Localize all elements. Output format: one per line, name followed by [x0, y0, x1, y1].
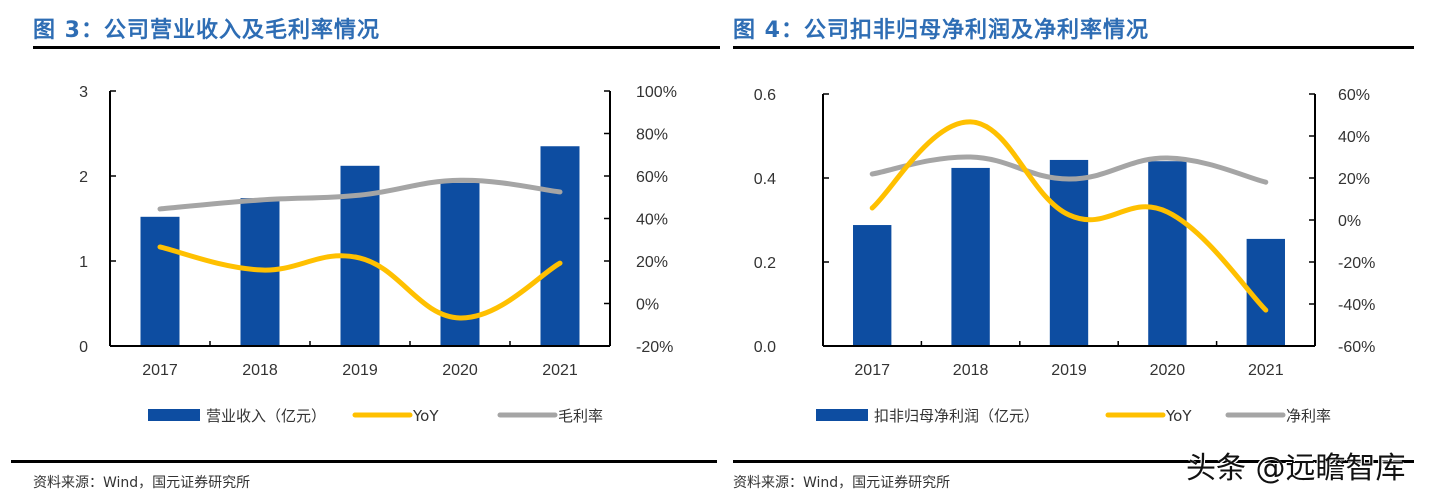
left-tick-label: 0.6 [754, 87, 776, 104]
title-divider [33, 46, 720, 49]
right-tick-label: 0% [1338, 213, 1361, 230]
right-tick-label: 60% [1338, 87, 1370, 104]
x-tick-label: 2018 [242, 362, 278, 379]
legend-label-margin: 毛利率 [558, 407, 603, 425]
legend-label-margin: 净利率 [1286, 407, 1331, 425]
footer-divider [733, 460, 1414, 463]
left-tick-label: 0.4 [754, 171, 776, 188]
right-tick-label: 0% [636, 297, 659, 314]
legend-swatch-bar [148, 409, 200, 421]
chart-revenue-gross-margin: 0 1 2 3 -20% 0% 20% 40% 60% 80% 100% 2017 2018 2019 20… [79, 84, 677, 425]
x-tick-label: 2017 [854, 362, 890, 379]
legend-label-bar: 营业收入（亿元） [206, 407, 326, 425]
right-tick-label: 40% [1338, 129, 1370, 146]
legend-label-bar: 扣非归母净利润（亿元） [874, 407, 1039, 425]
chart-4-source: 资料来源：Wind，国元证券研究所 [733, 475, 951, 491]
bar-2019 [1049, 159, 1089, 346]
x-tick-label: 2019 [1051, 362, 1087, 379]
chart-3-title: 图 3：公司营业收入及毛利率情况 [33, 18, 380, 43]
right-tick-label: 20% [1338, 171, 1370, 188]
x-tick-label: 2021 [542, 362, 578, 379]
right-tick-label: -20% [1338, 255, 1375, 272]
left-tick-label: 0 [79, 339, 88, 356]
right-tick-label: -20% [636, 339, 673, 356]
right-tick-label: -40% [1338, 297, 1375, 314]
left-tick-label: 0.2 [754, 255, 776, 272]
legend-swatch-bar [816, 409, 868, 421]
right-tick-label: 40% [636, 212, 668, 229]
x-tick-label: 2017 [142, 362, 178, 379]
chart-3-source: 资料来源：Wind，国元证券研究所 [33, 475, 251, 491]
right-tick-label: 80% [636, 127, 668, 144]
bar-2021 [540, 146, 580, 346]
legend-label-yoy: YoY [1165, 407, 1192, 425]
x-tick-label: 2020 [442, 362, 478, 379]
left-tick-label: 1 [79, 254, 88, 271]
right-tick-label: 20% [636, 254, 668, 271]
left-tick-label: 3 [79, 84, 88, 101]
right-tick-label: -60% [1338, 339, 1375, 356]
right-tick-label: 100% [636, 84, 677, 101]
bar-2017 [140, 216, 180, 346]
chart-4-title: 图 4：公司扣非归母净利润及净利率情况 [733, 18, 1149, 43]
x-tick-label: 2019 [342, 362, 378, 379]
right-tick-label: 60% [636, 169, 668, 186]
bar-2020 [440, 182, 480, 346]
chart-net-profit-net-margin: 0.0 0.2 0.4 0.6 -60% -40% -20% 0% 20% 40% 60% 2017 2… [754, 87, 1376, 425]
legend-label-yoy: YoY [412, 407, 439, 425]
bar-2018 [951, 167, 990, 346]
title-divider [733, 46, 1414, 49]
x-tick-label: 2020 [1150, 362, 1186, 379]
watermark: 头条 @远瞻智库 [1186, 451, 1406, 486]
yoy-line [869, 119, 1269, 313]
footer-divider [11, 460, 717, 463]
bar-2017 [853, 225, 892, 346]
x-tick-label: 2021 [1248, 362, 1284, 379]
left-tick-label: 2 [79, 169, 88, 186]
yoy-line [157, 244, 563, 321]
x-tick-label: 2018 [953, 362, 989, 379]
bar-2020 [1148, 161, 1187, 346]
left-tick-label: 0.0 [754, 339, 776, 356]
